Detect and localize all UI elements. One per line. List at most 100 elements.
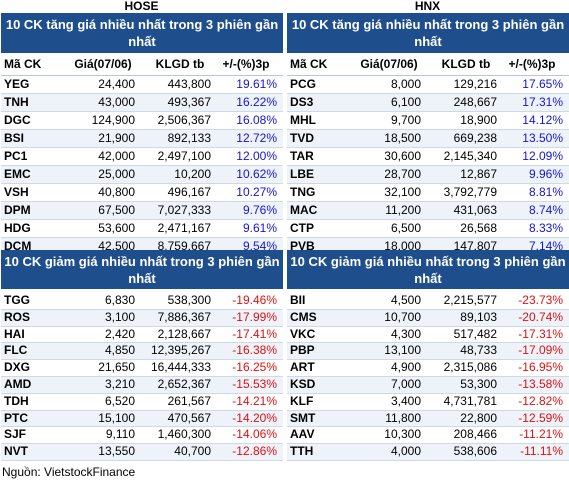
change-cell: -11.11% — [520, 444, 563, 459]
volume-cell: 2,145,340 — [443, 149, 497, 163]
price-cell: 43,000 — [98, 95, 135, 109]
stock-code: AMD — [4, 376, 32, 391]
price-cell: 8,000 — [390, 77, 421, 91]
volume-cell: 538,300 — [167, 293, 211, 307]
volume-cell: 12,867 — [460, 167, 497, 181]
price-cell: 7,000 — [390, 376, 421, 391]
table-row: TTH 4,000 538,606 -11.11% — [287, 444, 569, 461]
volume-cell: 470,567 — [167, 410, 211, 425]
volume-cell: 3,792,779 — [443, 185, 497, 199]
volume-cell: 7,027,333 — [157, 203, 211, 217]
price-cell: 10,300 — [384, 427, 421, 442]
change-cell: 19.61% — [236, 77, 277, 91]
hnx-losers-rows: BII 4,500 2,215,577 -23.73% CMS 10,700 89,103 -… — [287, 293, 569, 461]
stock-code: TVD — [290, 131, 314, 145]
table-row: DS3 6,100 248,667 17.31% — [287, 94, 569, 112]
price-cell: 4,900 — [390, 360, 421, 375]
price-cell: 4,500 — [390, 293, 421, 307]
stock-code: TAR — [290, 149, 314, 163]
price-cell: 42,000 — [98, 149, 135, 163]
stock-code: TNH — [4, 95, 29, 109]
change-cell: -17.31% — [518, 326, 563, 341]
change-cell: 8.81% — [528, 185, 563, 199]
stock-code: DS3 — [290, 95, 314, 109]
stock-code: PTC — [4, 410, 28, 425]
table-row: AAV 10,300 208,466 -11.21% — [287, 427, 569, 445]
col-code: Mã CK — [4, 57, 42, 71]
price-cell: 2,420 — [104, 326, 135, 341]
change-cell: 12.09% — [522, 149, 563, 163]
price-cell: 11,200 — [385, 203, 421, 217]
change-cell: -11.21% — [519, 427, 563, 442]
table-row: MAC 11,200 431,063 8.74% — [287, 202, 569, 220]
price-cell: 6,500 — [390, 221, 421, 235]
volume-cell: 89,103 — [460, 309, 497, 324]
change-cell: 10.62% — [236, 167, 277, 181]
volume-cell: 16,444,333 — [150, 360, 211, 375]
stock-code: DGC — [4, 113, 31, 127]
volume-cell: 443,800 — [167, 77, 211, 91]
stock-code: PCG — [290, 77, 317, 91]
stock-code: DPM — [4, 203, 31, 217]
hose-losers-title: 10 CK giảm giá nhiều nhất trong 3 phiên … — [1, 250, 283, 289]
table-row: PC1 42,000 2,497,100 12.00% — [1, 148, 283, 166]
change-cell: 14.12% — [522, 113, 563, 127]
stock-code: VKC — [290, 326, 316, 341]
col-volume: KLGD tb — [441, 57, 491, 71]
table-row: YEG 24,400 443,800 19.61% — [1, 76, 283, 94]
price-cell: 13,100 — [384, 343, 421, 358]
table-row: LBE 28,700 12,867 9.96% — [287, 166, 569, 184]
stock-code: HAI — [4, 326, 25, 341]
volume-cell: 248,667 — [453, 95, 497, 109]
table-row: TDH 6,520 261,567 -14.21% — [1, 394, 283, 411]
table-row: DXG 21,650 16,444,333 -16.25% — [1, 360, 283, 377]
hose-gainers-panel: 10 CK tăng giá nhiều nhất trong 3 phiên … — [1, 13, 283, 256]
col-change: +/-(%)3p — [222, 57, 270, 71]
change-cell: -16.38% — [232, 343, 277, 358]
table-row: HDG 53,600 2,471,167 9.61% — [1, 220, 283, 238]
stock-code: CMS — [290, 309, 317, 324]
table-row: BSI 21,900 892,133 12.72% — [1, 130, 283, 148]
table-row: FLC 4,850 12,395,267 -16.38% — [1, 343, 283, 361]
change-cell: 17.31% — [522, 95, 563, 109]
volume-cell: 7,886,367 — [157, 309, 211, 324]
table-row: NVT 13,550 40,700 -12.86% — [1, 444, 283, 461]
table-row: TGG 6,830 538,300 -19.46% — [1, 293, 283, 310]
price-cell: 3,400 — [390, 393, 421, 408]
stock-code: PC1 — [4, 149, 28, 163]
stock-code: CTP — [290, 221, 314, 235]
stock-code: PVB — [290, 239, 315, 253]
volume-cell: 538,606 — [453, 444, 497, 459]
volume-cell: 2,471,167 — [157, 221, 211, 235]
hnx-gainers-panel: 10 CK tăng giá nhiều nhất trong 3 phiên … — [287, 13, 569, 256]
change-cell: 9.61% — [242, 221, 277, 235]
hnx-losers-title: 10 CK giảm giá nhiều nhất trong 3 phiên … — [287, 250, 569, 289]
price-cell: 18,000 — [384, 239, 421, 253]
table-row: DPM 67,500 7,027,333 9.76% — [1, 202, 283, 220]
price-cell: 21,900 — [98, 131, 135, 145]
change-cell: 7.14% — [528, 239, 563, 253]
table-row: TNG 32,100 3,792,779 8.81% — [287, 184, 569, 202]
price-cell: 3,210 — [104, 376, 135, 391]
change-cell: -17.99% — [232, 309, 277, 324]
change-cell: 12.00% — [236, 149, 277, 163]
stock-code: YEG — [4, 77, 30, 91]
stock-code: DXG — [4, 360, 31, 375]
volume-cell: 496,167 — [167, 185, 211, 199]
stock-code: FLC — [4, 343, 28, 358]
change-cell: 8.33% — [528, 221, 563, 235]
price-cell: 9,700 — [390, 113, 421, 127]
volume-cell: 208,466 — [453, 427, 497, 442]
col-price: Giá(07/06) — [74, 57, 132, 71]
stock-code: AAV — [290, 427, 315, 442]
stock-code: BII — [290, 293, 306, 307]
stock-code: MAC — [290, 203, 318, 217]
volume-cell: 48,733 — [460, 343, 497, 358]
change-cell: 16.22% — [236, 95, 277, 109]
stock-code: VSH — [4, 185, 29, 199]
stock-code: BSI — [4, 131, 25, 145]
volume-cell: 1,460,300 — [157, 427, 211, 442]
source-note: Nguồn: VietstockFinance — [2, 465, 136, 479]
change-cell: -12.86% — [232, 444, 277, 459]
volume-cell: 2,497,100 — [157, 149, 211, 163]
